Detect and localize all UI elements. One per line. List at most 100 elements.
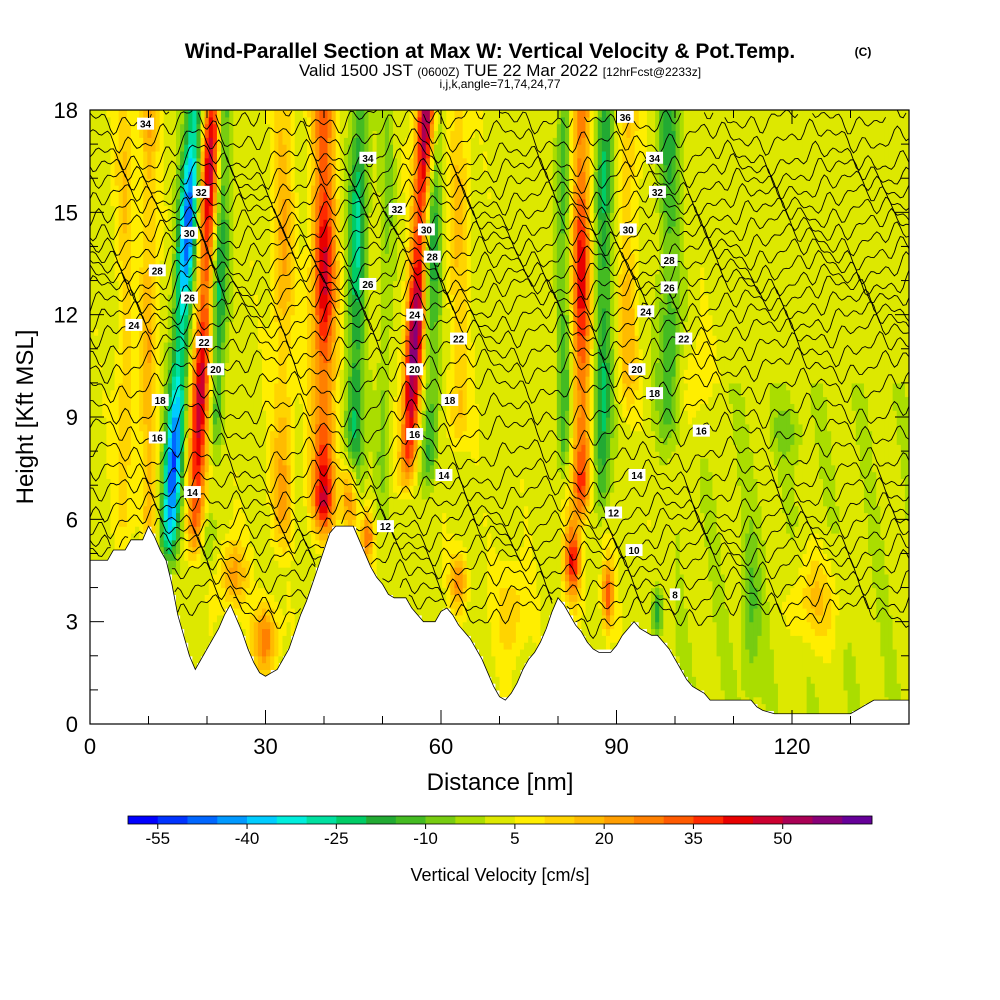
velocity-cell <box>196 546 202 555</box>
velocity-cell <box>266 669 271 677</box>
velocity-cell <box>188 280 193 295</box>
isentrope-line <box>89 503 910 548</box>
velocity-cell <box>495 553 501 677</box>
velocity-cell <box>573 546 578 575</box>
velocity-cell <box>216 553 222 616</box>
velocity-cell <box>352 164 357 193</box>
contour-label: 16 <box>696 427 708 438</box>
velocity-cell <box>450 423 456 452</box>
velocity-cell <box>425 205 431 220</box>
velocity-cell <box>818 655 824 718</box>
velocity-cell <box>241 546 247 568</box>
velocity-cell <box>397 457 402 486</box>
velocity-cell <box>298 110 304 254</box>
velocity-cell <box>274 560 279 602</box>
velocity-cell <box>589 512 595 650</box>
velocity-cell <box>208 362 214 398</box>
velocity-cell <box>192 239 198 254</box>
velocity-cell <box>659 587 664 595</box>
velocity-cell <box>196 212 202 234</box>
velocity-cell <box>229 594 234 602</box>
velocity-cell <box>229 553 234 568</box>
velocity-cell <box>814 614 820 636</box>
velocity-cell <box>605 573 611 582</box>
velocity-cell <box>425 144 431 159</box>
velocity-cell <box>601 532 607 561</box>
velocity-cell <box>188 144 193 159</box>
velocity-cell <box>274 539 279 561</box>
velocity-cell <box>347 376 353 418</box>
velocity-cell <box>667 110 673 186</box>
velocity-cell <box>163 225 169 343</box>
velocity-cell <box>319 464 325 493</box>
velocity-cell <box>184 314 189 329</box>
velocity-cell <box>560 314 566 452</box>
velocity-cell <box>327 505 333 514</box>
velocity-cell <box>216 212 222 227</box>
velocity-cell <box>491 546 496 657</box>
velocity-cell <box>597 573 603 609</box>
colorbar-swatch <box>782 816 813 824</box>
velocity-cell <box>585 110 591 118</box>
velocity-cell <box>712 382 718 500</box>
velocity-cell <box>888 614 894 705</box>
velocity-cell <box>675 355 681 445</box>
velocity-cell <box>425 185 431 193</box>
velocity-cell <box>159 403 165 452</box>
velocity-cell <box>610 110 615 213</box>
velocity-cell <box>577 239 582 309</box>
velocity-cell <box>319 355 325 425</box>
velocity-cell <box>704 546 709 698</box>
velocity-cell <box>184 532 189 561</box>
velocity-cell <box>323 485 329 507</box>
velocity-cell <box>347 451 353 459</box>
velocity-cell <box>474 464 480 650</box>
velocity-cell <box>261 110 267 329</box>
velocity-cell <box>216 150 222 179</box>
velocity-cell <box>806 539 812 575</box>
colorbar-swatch <box>395 816 426 824</box>
velocity-cell <box>216 178 222 193</box>
velocity-cell <box>618 273 623 357</box>
velocity-cell <box>814 444 820 534</box>
velocity-cell <box>356 478 361 486</box>
velocity-cell <box>458 539 464 555</box>
velocity-cell <box>327 225 333 316</box>
velocity-cell <box>212 212 218 227</box>
velocity-cell <box>335 307 341 377</box>
velocity-cell <box>356 266 361 302</box>
velocity-cell <box>421 498 427 623</box>
velocity-cell <box>487 191 492 200</box>
velocity-cell <box>225 601 230 609</box>
velocity-cell <box>450 567 456 595</box>
velocity-cell <box>777 110 783 384</box>
velocity-cell <box>364 110 370 288</box>
velocity-cell <box>278 567 284 609</box>
velocity-cell <box>565 110 570 213</box>
velocity-cell <box>180 225 185 288</box>
contour-label-bg <box>619 223 637 236</box>
velocity-cell <box>769 451 775 650</box>
velocity-cell <box>442 587 447 609</box>
velocity-cell <box>200 485 206 507</box>
velocity-cell <box>286 301 292 357</box>
velocity-cell <box>470 137 476 343</box>
potential-temperature-contours <box>89 109 910 640</box>
velocity-cell <box>773 437 779 466</box>
velocity-cell <box>581 362 587 445</box>
velocity-cell <box>401 355 406 384</box>
velocity-cell <box>221 185 226 220</box>
velocity-cell <box>405 335 411 357</box>
velocity-cell <box>171 362 177 377</box>
velocity-cell <box>585 498 591 507</box>
velocity-cell <box>167 369 173 384</box>
velocity-cell <box>261 587 267 602</box>
velocity-cell <box>605 635 611 650</box>
velocity-cell <box>278 130 284 227</box>
velocity-cell <box>429 150 435 159</box>
velocity-cell <box>700 512 705 691</box>
velocity-cell <box>659 157 664 213</box>
velocity-cell <box>605 560 611 568</box>
velocity-cell <box>319 423 325 445</box>
velocity-cell <box>433 164 439 186</box>
